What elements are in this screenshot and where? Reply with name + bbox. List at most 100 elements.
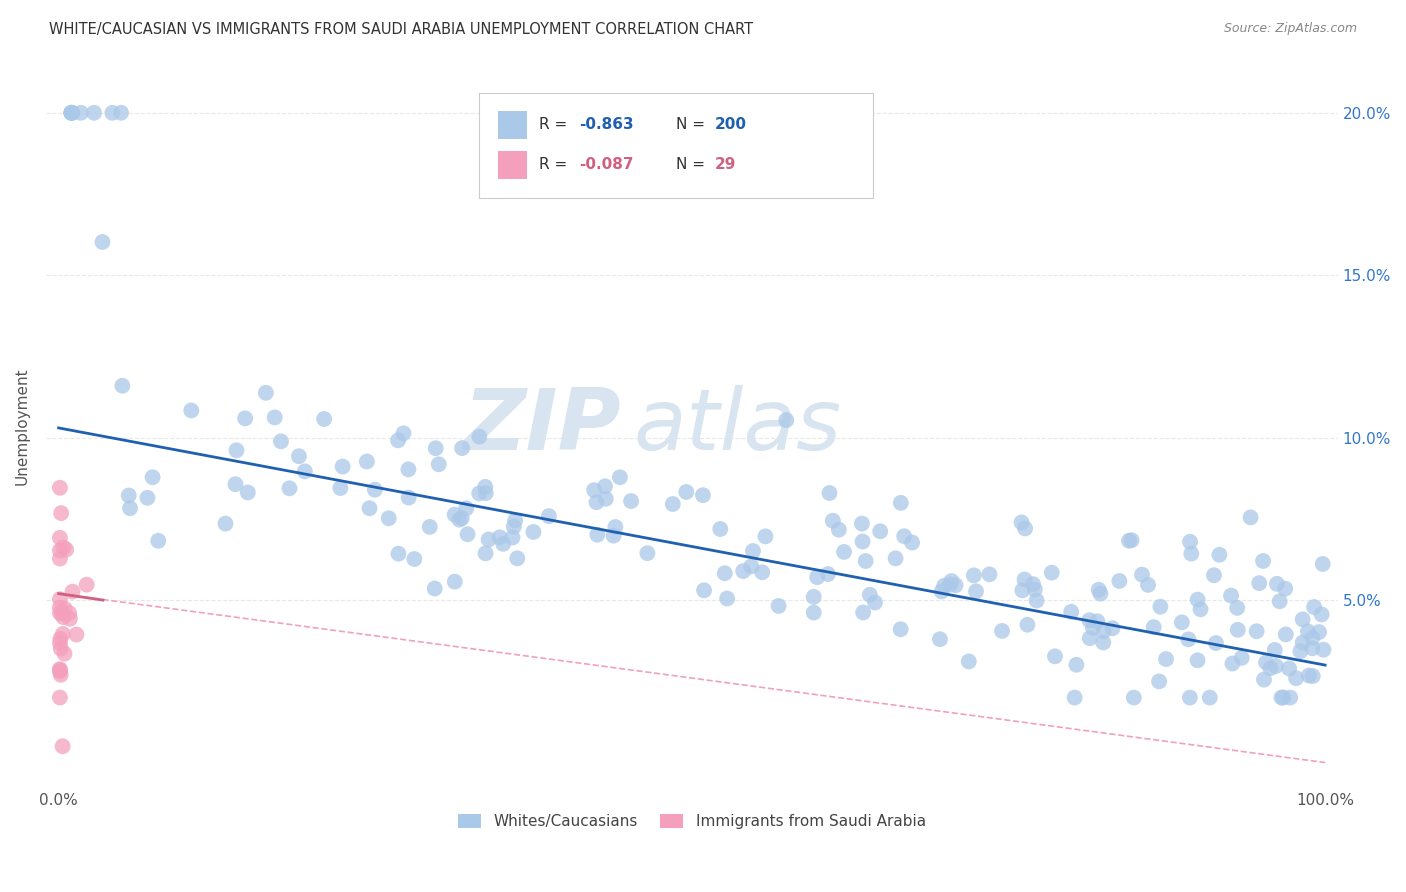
Point — [692, 488, 714, 502]
Point — [233, 411, 256, 425]
Point — [1092, 624, 1115, 639]
Text: R =: R = — [540, 157, 572, 172]
Point — [53, 647, 76, 661]
Point — [963, 568, 986, 582]
Point — [890, 622, 912, 636]
Point — [118, 501, 141, 516]
Legend: Whites/Caucasians, Immigrants from Saudi Arabia: Whites/Caucasians, Immigrants from Saudi… — [451, 808, 932, 835]
Point — [884, 551, 907, 566]
Point — [775, 413, 797, 427]
Point — [1226, 600, 1249, 615]
Text: Source: ZipAtlas.com: Source: ZipAtlas.com — [1223, 22, 1357, 36]
Point — [502, 519, 524, 533]
Point — [1122, 690, 1144, 705]
Point — [52, 627, 75, 641]
Point — [855, 554, 877, 568]
Point — [1205, 636, 1227, 650]
Point — [110, 105, 132, 120]
Point — [49, 632, 72, 646]
Point — [1246, 624, 1268, 639]
Point — [1278, 661, 1301, 675]
Point — [392, 426, 415, 441]
Point — [742, 544, 765, 558]
Point — [1254, 656, 1277, 670]
Point — [502, 531, 524, 545]
Point — [620, 494, 643, 508]
Point — [803, 606, 825, 620]
Point — [1198, 690, 1220, 705]
Point — [675, 484, 697, 499]
Point — [979, 567, 1001, 582]
Point — [65, 627, 87, 641]
Point — [1063, 690, 1085, 705]
Point — [1108, 574, 1130, 588]
Point — [1289, 644, 1312, 658]
Point — [602, 529, 624, 543]
Point — [1137, 578, 1160, 592]
Point — [51, 606, 73, 620]
Point — [522, 524, 544, 539]
Point — [456, 501, 478, 516]
Point — [1222, 657, 1244, 671]
Point — [294, 464, 316, 478]
Point — [586, 527, 609, 541]
Point — [70, 105, 93, 120]
Point — [991, 624, 1014, 638]
Point — [1177, 632, 1199, 647]
Point — [1265, 577, 1288, 591]
Point — [1022, 577, 1045, 591]
Point — [468, 430, 491, 444]
Point — [91, 235, 114, 249]
Point — [1268, 594, 1291, 608]
Point — [1092, 635, 1115, 649]
Point — [1025, 593, 1047, 607]
Y-axis label: Unemployment: Unemployment — [15, 368, 30, 485]
Point — [1147, 674, 1170, 689]
Point — [49, 531, 72, 545]
Point — [1298, 668, 1320, 682]
Point — [1296, 624, 1319, 639]
Point — [53, 601, 76, 615]
Point — [60, 105, 83, 120]
Point — [425, 441, 447, 455]
Text: N =: N = — [676, 157, 710, 172]
Point — [49, 690, 72, 705]
Point — [254, 385, 277, 400]
Point — [474, 546, 496, 560]
Point — [49, 600, 72, 615]
Point — [364, 483, 387, 497]
Point — [60, 105, 83, 120]
Point — [398, 491, 420, 505]
Point — [1078, 613, 1101, 627]
Point — [449, 513, 471, 527]
Point — [754, 529, 776, 543]
Point — [1312, 557, 1334, 571]
Point — [806, 570, 828, 584]
Point — [377, 511, 399, 525]
Point — [451, 441, 474, 455]
Point — [62, 584, 84, 599]
Point — [1260, 661, 1282, 675]
Point — [957, 655, 980, 669]
Point — [474, 480, 496, 494]
Point — [332, 459, 354, 474]
Point — [457, 527, 479, 541]
Point — [1265, 659, 1288, 673]
Point — [939, 577, 962, 591]
Point — [1239, 510, 1261, 524]
Point — [595, 491, 617, 506]
Text: 29: 29 — [716, 157, 737, 172]
Point — [101, 105, 124, 120]
Point — [49, 668, 72, 682]
Point — [423, 582, 446, 596]
Point — [733, 564, 755, 578]
Point — [427, 458, 450, 472]
Point — [404, 552, 426, 566]
Point — [278, 481, 301, 495]
Point — [1180, 547, 1202, 561]
Point — [1301, 631, 1323, 645]
Point — [1040, 566, 1063, 580]
Point — [1220, 589, 1243, 603]
Point — [1249, 576, 1271, 591]
Point — [1014, 521, 1036, 535]
